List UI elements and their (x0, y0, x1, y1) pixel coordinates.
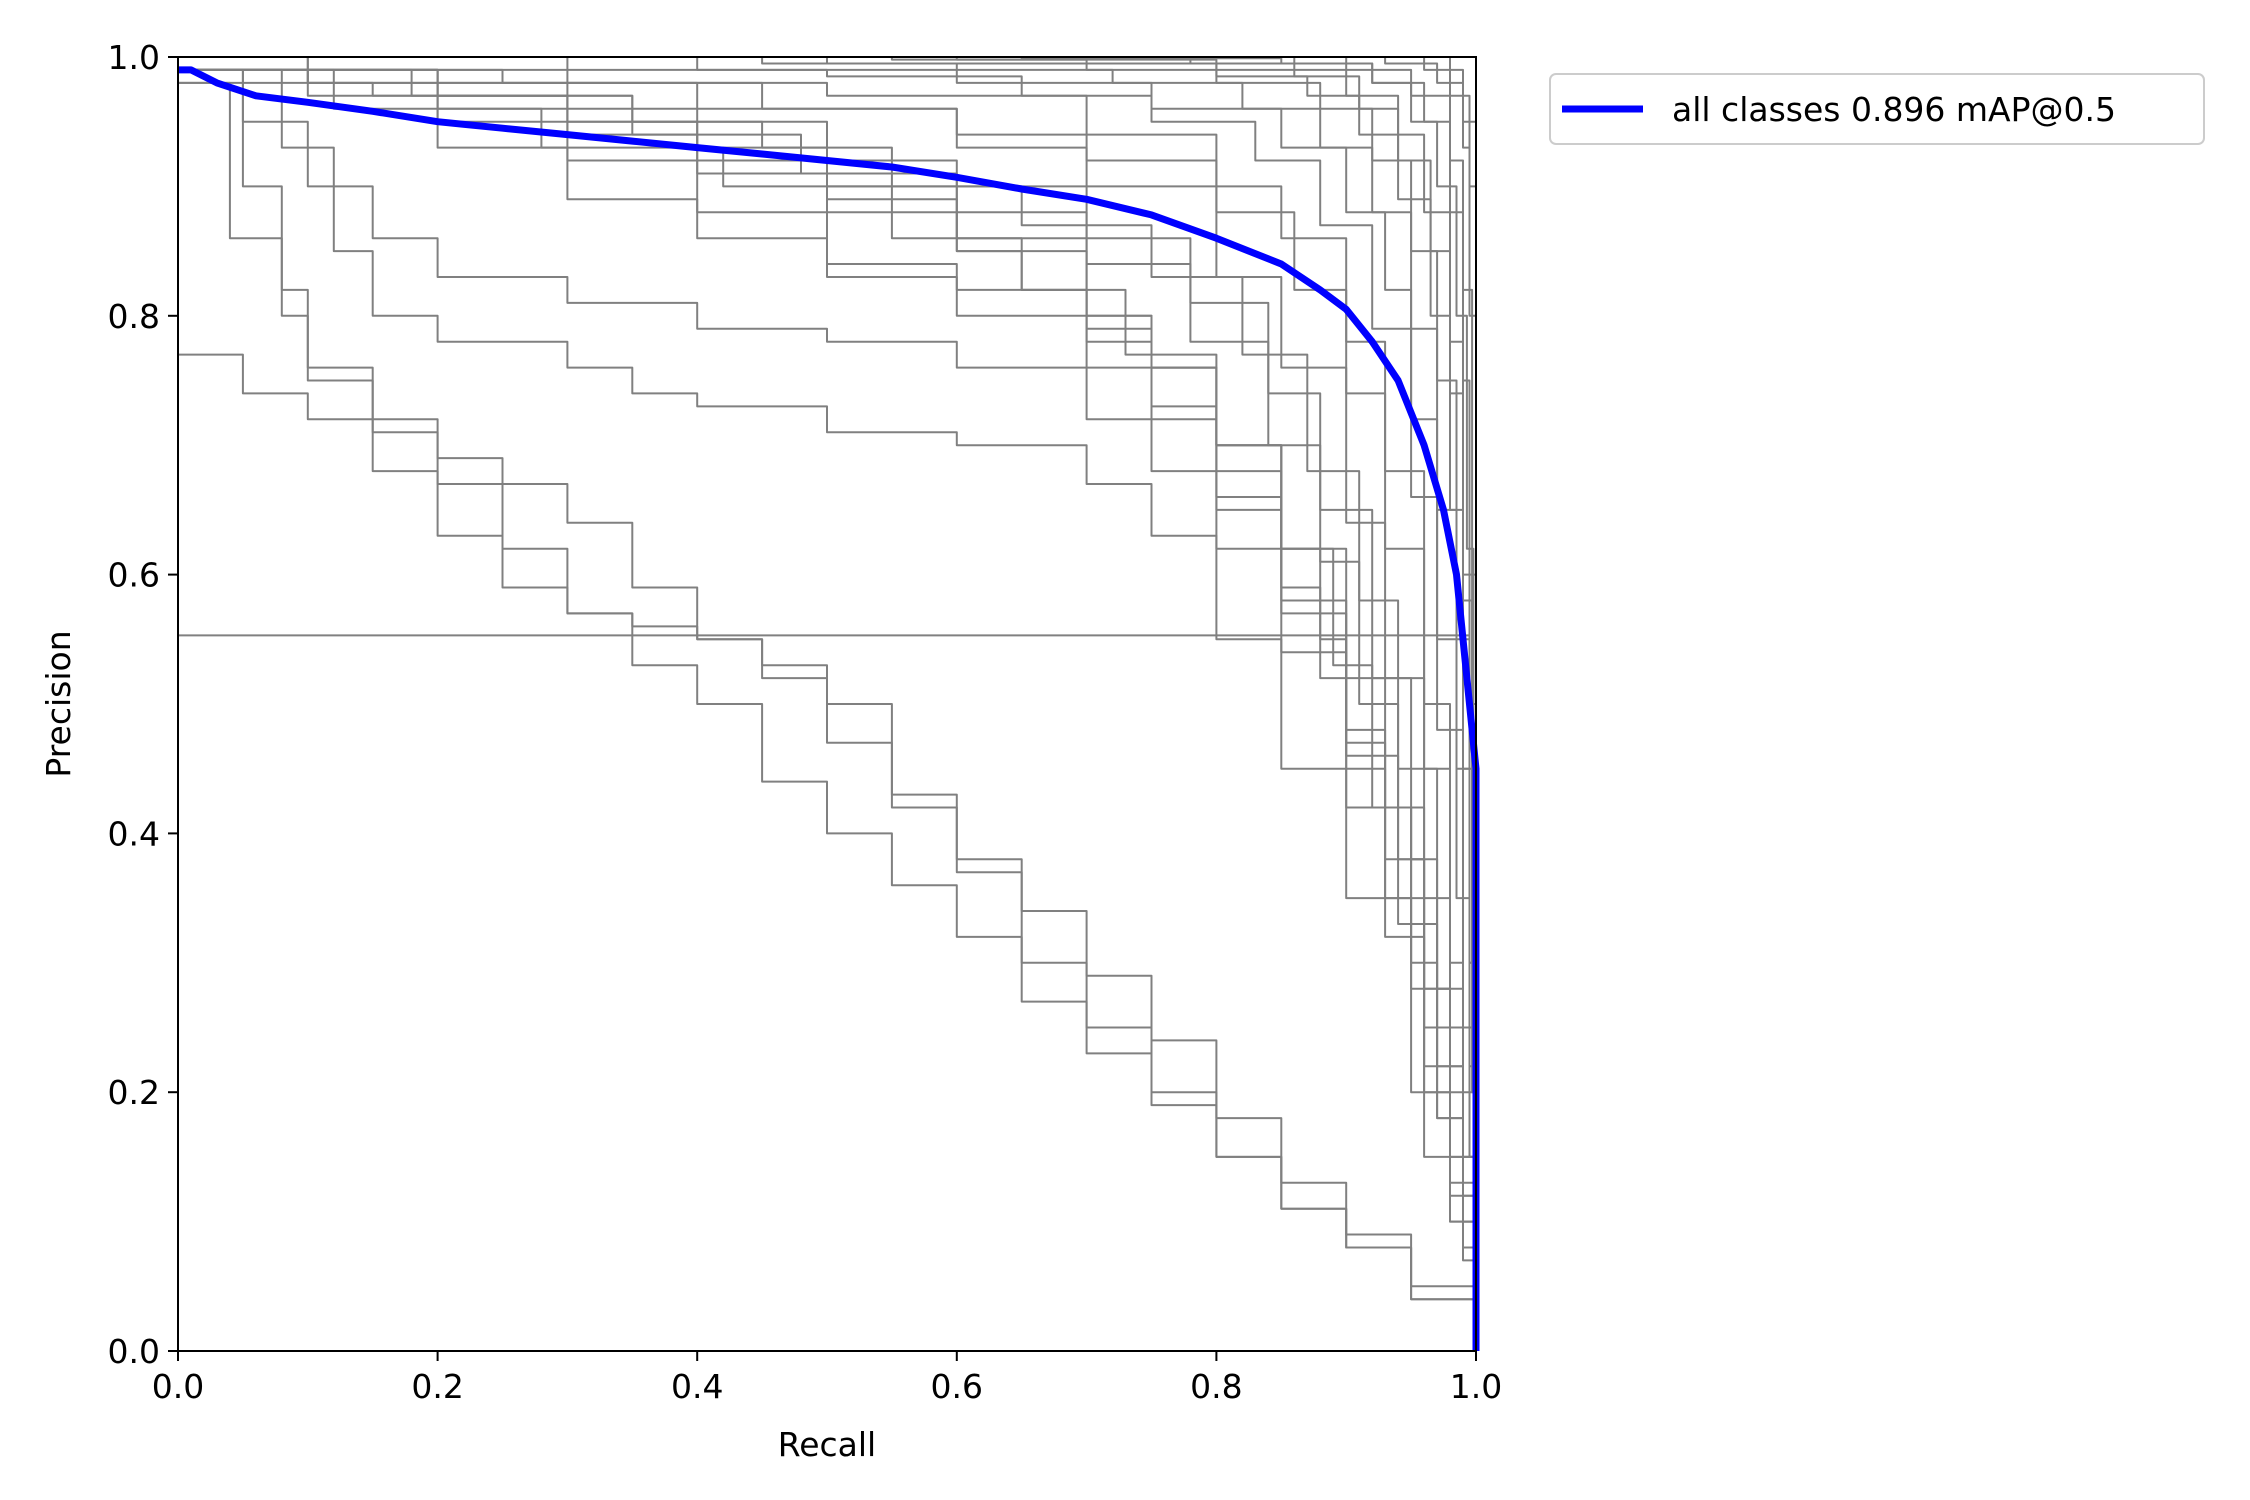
legend-box (1549, 73, 2205, 145)
y-tick-label-5: 1.0 (108, 38, 160, 77)
x-tick-label-1: 0.2 (411, 1367, 463, 1406)
y-tick-label-1: 0.2 (108, 1073, 160, 1112)
y-tick-label-4: 0.8 (108, 297, 160, 336)
legend-label-all-classes: all classes 0.896 mAP@0.5 (1672, 90, 2116, 129)
axis-ticks: 0.0 0.2 0.4 0.6 0.8 1.0 0.0 0.2 0.4 0.6 0.8 1.0 (108, 38, 1503, 1406)
series-line-class-29 (178, 56, 1477, 1351)
series-line-class-31 (178, 68, 1477, 1351)
x-tick-label-3: 0.6 (931, 1367, 983, 1406)
series-line-class-13 (178, 68, 1477, 1351)
x-tick-label-0: 0.0 (152, 1367, 204, 1406)
x-tick-label-2: 0.4 (671, 1367, 723, 1406)
legend: all classes 0.896 mAP@0.5 (1549, 73, 2205, 145)
series-line-class-4 (178, 81, 1477, 1351)
series-line-class-25 (178, 56, 1477, 1351)
series-line-class-5 (178, 68, 1477, 1351)
series-line-class-18 (178, 56, 1477, 1351)
y-tick-label-3: 0.6 (108, 556, 160, 595)
x-tick-label-5: 1.0 (1450, 1367, 1502, 1406)
series-line-class-28 (178, 56, 1477, 1351)
series-line-class-12 (178, 68, 1477, 1351)
y-tick-label-0: 0.0 (108, 1332, 160, 1371)
series-layer (178, 56, 1480, 1351)
x-tick-label-4: 0.8 (1190, 1367, 1242, 1406)
plot-frame (177, 56, 1477, 1352)
series-line-class-26 (178, 56, 1477, 1351)
series-line-all-classes (178, 66, 1480, 1351)
x-axis-label: Recall (778, 1425, 876, 1464)
y-axis-label: Precision (39, 630, 78, 777)
y-tick-label-2: 0.4 (108, 814, 160, 853)
